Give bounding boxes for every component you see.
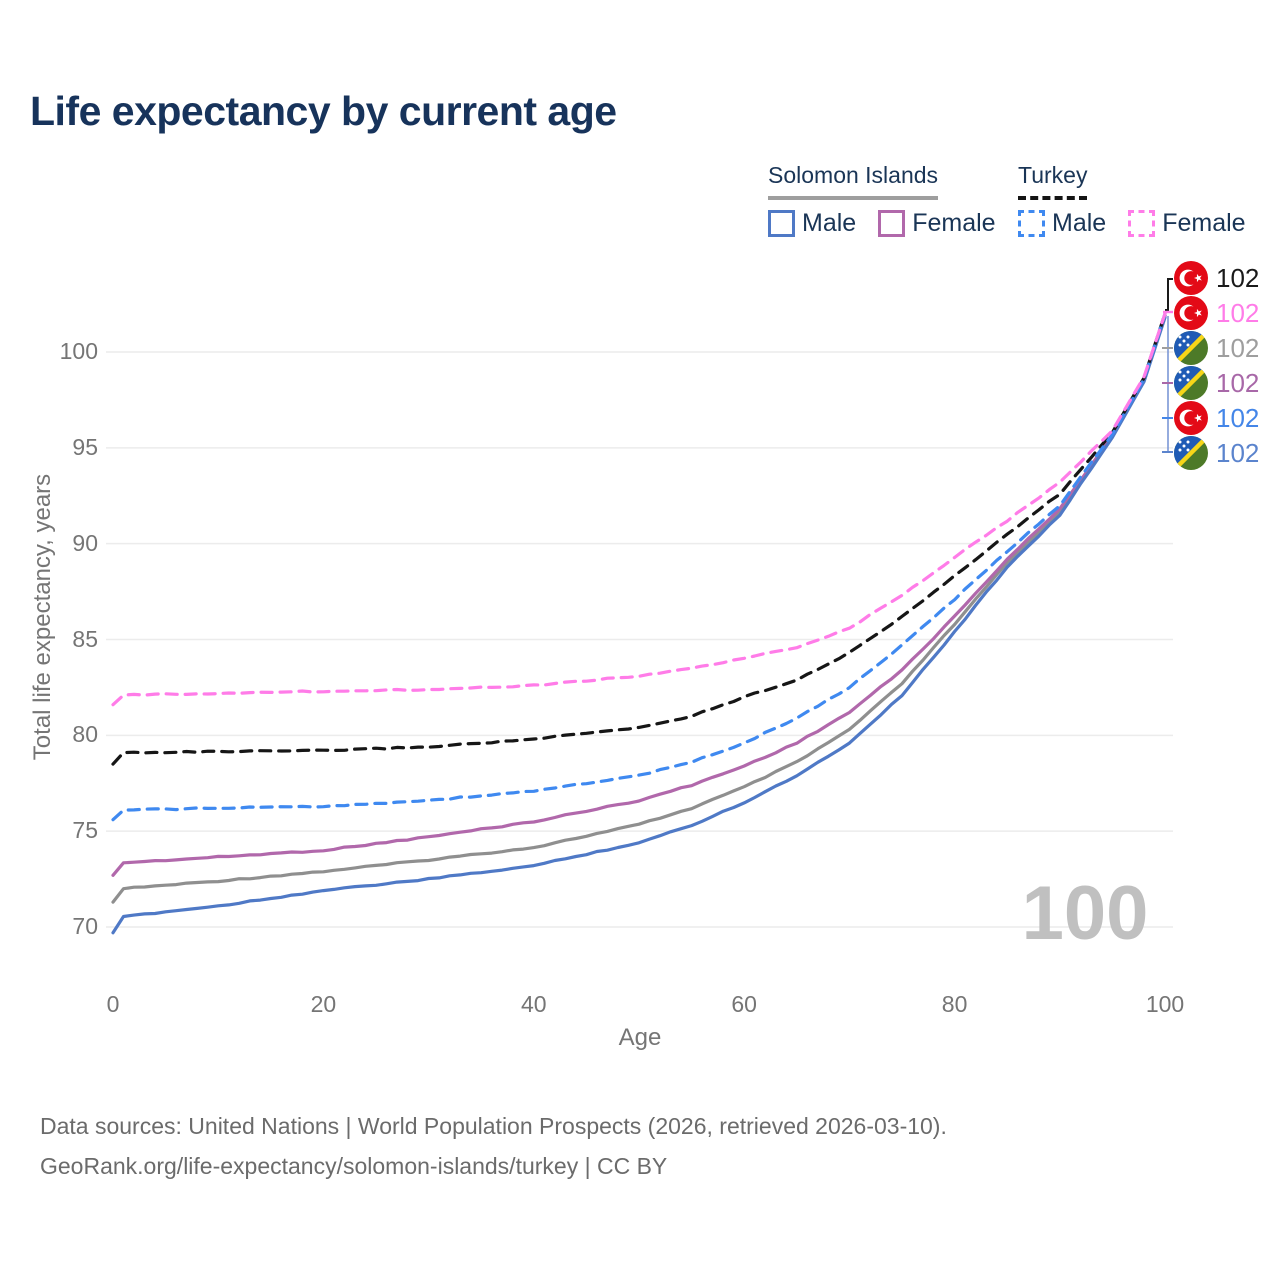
- series-line-turkey-both[interactable]: [111, 312, 1167, 766]
- x-axis-title: Age: [618, 1024, 662, 1051]
- y-tick-label: 100: [59, 338, 98, 364]
- end-label-row: 102: [1174, 261, 1259, 295]
- page-title: Life expectancy by current age: [30, 88, 617, 134]
- data-sources-line: Data sources: United Nations | World Pop…: [40, 1113, 947, 1139]
- x-tick-label: 60: [731, 991, 757, 1017]
- solomon-islands-flag-icon: [1174, 366, 1208, 400]
- series-line-turkey-male[interactable]: [111, 312, 1167, 822]
- age-watermark: 100: [1021, 871, 1149, 956]
- legend-title-solomon-islands[interactable]: Solomon Islands: [768, 162, 939, 200]
- end-label-row: 102: [1174, 436, 1259, 470]
- end-label-row: 102: [1174, 366, 1259, 400]
- legend-item-turkey-male[interactable]: Male: [1018, 209, 1106, 238]
- y-tick-label: 90: [72, 529, 98, 556]
- y-tick-label: 70: [72, 913, 98, 939]
- footer: Data sources: United Nations | World Pop…: [40, 1106, 947, 1186]
- legend-group-turkey: Turkey Male Female: [1018, 162, 1268, 238]
- dashed-line-swatch: [1018, 210, 1045, 237]
- solid-line-swatch: [878, 210, 906, 237]
- solomon-islands-flag-icon: [1174, 331, 1208, 365]
- leader-line-black: [1165, 278, 1173, 311]
- y-tick-label: 95: [72, 433, 98, 460]
- end-label-row: 102: [1174, 331, 1259, 365]
- series-line-solomon-islands-both[interactable]: [111, 314, 1167, 904]
- x-tick-label: 80: [941, 991, 968, 1017]
- x-tick-label: 0: [106, 991, 120, 1017]
- legend-item-turkey-female[interactable]: Female: [1128, 209, 1246, 238]
- dashed-line-swatch: [1128, 210, 1156, 237]
- legend-item-solomon-male[interactable]: Male: [768, 209, 856, 238]
- end-value-label: 102: [1216, 297, 1260, 328]
- y-axis-title: Total life expectancy, years: [29, 473, 56, 761]
- legend-item-label: Female: [1162, 209, 1246, 237]
- solid-line-swatch: [768, 210, 795, 237]
- x-tick-label: 100: [1145, 991, 1185, 1017]
- end-value-label: 102: [1216, 437, 1260, 468]
- legend-item-label: Male: [802, 209, 857, 237]
- end-value-label: 102: [1216, 332, 1260, 363]
- legend-item-solomon-female[interactable]: Female: [878, 209, 996, 238]
- end-label-row: 102: [1174, 296, 1259, 330]
- turkey-flag-icon: [1174, 261, 1208, 295]
- end-value-label: 102: [1216, 402, 1260, 433]
- y-tick-label: 80: [72, 721, 98, 748]
- legend-item-label: Male: [1052, 209, 1107, 237]
- turkey-flag-icon: [1174, 401, 1208, 435]
- series-line-solomon-islands-female[interactable]: [111, 314, 1167, 877]
- x-tick-label: 40: [521, 991, 547, 1017]
- end-value-label: 102: [1216, 367, 1260, 398]
- turkey-flag-icon: [1174, 296, 1208, 330]
- y-tick-label: 85: [72, 625, 98, 652]
- series-line-turkey-female[interactable]: [111, 312, 1167, 707]
- end-label-row: 102: [1174, 401, 1259, 435]
- legend-title-turkey[interactable]: Turkey: [1018, 162, 1088, 200]
- series-line-solomon-islands-male[interactable]: [111, 315, 1167, 935]
- legend-group-solomon-islands: Solomon Islands Male Female: [768, 162, 1018, 238]
- legend-item-label: Female: [912, 209, 996, 237]
- x-tick-label: 20: [310, 991, 337, 1017]
- solomon-islands-flag-icon: [1174, 436, 1208, 470]
- end-value-label: 102: [1216, 262, 1260, 293]
- y-tick-label: 75: [72, 817, 98, 844]
- attribution-line: GeoRank.org/life-expectancy/solomon-isla…: [40, 1153, 668, 1179]
